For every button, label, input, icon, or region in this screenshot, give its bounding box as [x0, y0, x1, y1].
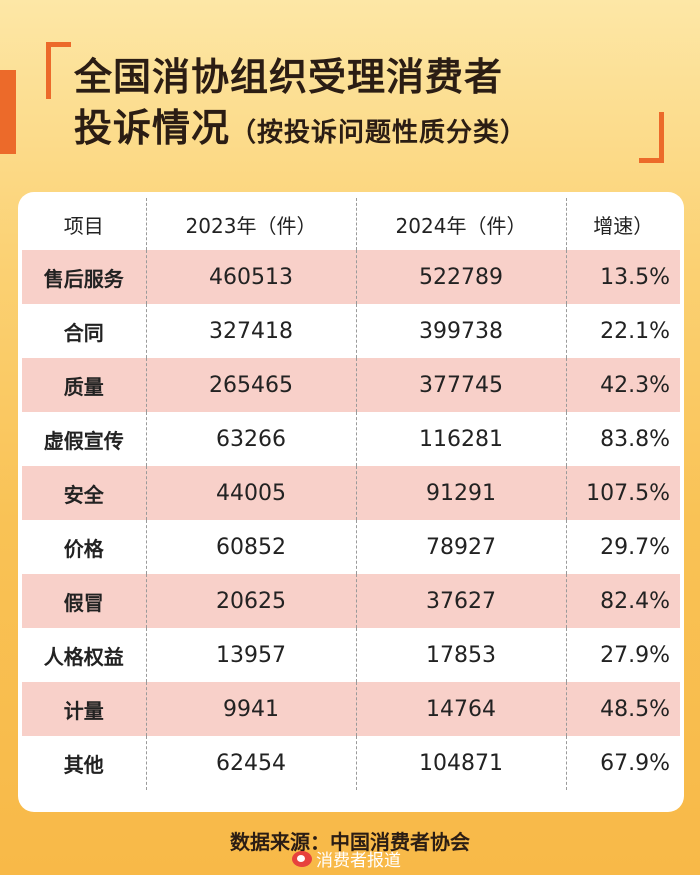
- row-2024: 17853: [356, 628, 567, 682]
- complaints-table: 项目 2023年（件） 2024年（件） 增速） 售后服务 460513 52278…: [22, 198, 680, 790]
- row-2023: 44005: [146, 466, 357, 520]
- row-2024: 116281: [356, 412, 567, 466]
- title-line2: 投诉情况（按投诉问题性质分类）: [74, 102, 654, 159]
- row-growth: 29.7%: [600, 534, 670, 560]
- row-item: 质量: [22, 358, 147, 412]
- table-row: 质量 265465 377745 42.3%: [22, 358, 680, 412]
- row-2024: 91291: [356, 466, 567, 520]
- row-2024: 78927: [356, 520, 567, 574]
- table-row: 价格 60852 78927 29.7%: [22, 520, 680, 574]
- table-row: 计量 9941 14764 48.5%: [22, 682, 680, 736]
- table-header-row: 项目 2023年（件） 2024年（件） 增速）: [22, 198, 680, 250]
- row-growth: 82.4%: [566, 574, 680, 628]
- table-row: 其他 62454 104871 67.9%: [22, 736, 680, 790]
- title-bracket-close: [639, 112, 664, 163]
- row-growth: 27.9%: [600, 642, 670, 668]
- row-item: 人格权益: [22, 628, 147, 682]
- row-2024: 522789: [356, 250, 567, 304]
- row-item: 价格: [22, 520, 147, 574]
- row-growth: 83.8%: [600, 426, 670, 452]
- row-2023: 265465: [146, 358, 357, 412]
- row-growth: 48.5%: [566, 682, 680, 736]
- row-2023: 63266: [146, 412, 357, 466]
- header-growth: 增速）: [593, 213, 654, 238]
- row-2023: 327418: [146, 304, 357, 358]
- accent-bar: [0, 70, 16, 154]
- row-growth: 13.5%: [566, 250, 680, 304]
- page-title: 全国消协组织受理消费者 投诉情况（按投诉问题性质分类）: [74, 52, 654, 159]
- title-line1: 全国消协组织受理消费者: [74, 55, 504, 99]
- row-item: 计量: [22, 682, 147, 736]
- row-item: 虚假宣传: [22, 412, 147, 466]
- row-2023: 62454: [146, 736, 357, 790]
- table-card: 项目 2023年（件） 2024年（件） 增速） 售后服务 460513 52278…: [18, 192, 684, 812]
- watermark-text: 消费者报道: [316, 851, 401, 871]
- table-row: 假冒 20625 37627 82.4%: [22, 574, 680, 628]
- header-2024: 2024年（件）: [356, 198, 567, 250]
- table-row: 虚假宣传 63266 116281 83.8%: [22, 412, 680, 466]
- table-row: 合同 327418 399738 22.1%: [22, 304, 680, 358]
- row-growth: 67.9%: [600, 750, 670, 776]
- row-2024: 14764: [356, 682, 567, 736]
- data-source: 数据来源：中国消费者协会: [230, 830, 470, 854]
- title-paren: （按投诉问题性质分类）: [230, 118, 528, 148]
- row-2023: 9941: [146, 682, 357, 736]
- row-growth: 22.1%: [600, 318, 670, 344]
- row-growth: 107.5%: [566, 466, 680, 520]
- row-2023: 20625: [146, 574, 357, 628]
- row-2024: 399738: [356, 304, 567, 358]
- header-2023: 2023年（件）: [146, 198, 357, 250]
- table-row: 售后服务 460513 522789 13.5%: [22, 250, 680, 304]
- watermark: 消费者报道: [292, 846, 401, 871]
- row-item: 安全: [22, 466, 147, 520]
- row-item: 假冒: [22, 574, 147, 628]
- weibo-icon: [292, 850, 312, 867]
- title-line2-text: 投诉情况: [74, 106, 231, 150]
- row-2024: 104871: [356, 736, 567, 790]
- title-bracket-open: [46, 42, 71, 99]
- row-item: 售后服务: [22, 250, 147, 304]
- row-2023: 60852: [146, 520, 357, 574]
- row-2023: 460513: [146, 250, 357, 304]
- row-item: 其他: [22, 736, 147, 790]
- row-2024: 377745: [356, 358, 567, 412]
- row-item: 合同: [22, 304, 147, 358]
- row-2023: 13957: [146, 628, 357, 682]
- table-row: 安全 44005 91291 107.5%: [22, 466, 680, 520]
- row-growth: 42.3%: [566, 358, 680, 412]
- row-2024: 37627: [356, 574, 567, 628]
- header-item: 项目: [22, 198, 147, 250]
- table-row: 人格权益 13957 17853 27.9%: [22, 628, 680, 682]
